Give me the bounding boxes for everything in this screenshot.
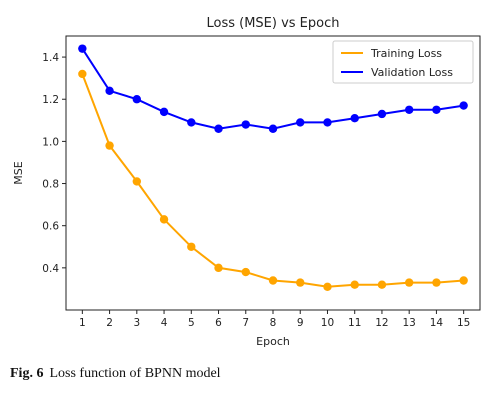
y-tick-label: 0.6: [42, 221, 59, 233]
legend-label-training-loss: Training Loss: [370, 47, 442, 60]
x-tick-label: 9: [297, 317, 304, 329]
x-tick-label: 4: [161, 317, 168, 329]
data-point-validation-loss: [296, 118, 305, 127]
data-point-training-loss: [323, 282, 332, 292]
data-point-training-loss: [268, 276, 278, 285]
data-point-validation-loss: [350, 114, 359, 123]
y-tick-label: 0.8: [42, 179, 59, 191]
data-point-training-loss: [159, 215, 169, 224]
data-point-validation-loss: [214, 124, 223, 133]
data-point-training-loss: [105, 141, 114, 150]
y-tick-label: 1.4: [42, 52, 59, 64]
loss-chart: Loss (MSE) vs Epoch 1 2 3 4 5 6 7 8 9 10 11 12 13 14 1…: [12, 16, 481, 348]
data-point-validation-loss: [241, 120, 250, 129]
y-tick-label: 1.2: [42, 94, 59, 106]
data-point-validation-loss: [187, 118, 196, 127]
y-tick-label: 0.4: [42, 263, 59, 275]
y-axis-label: MSE: [12, 161, 25, 184]
x-tick-label: 6: [215, 317, 222, 329]
x-tick-label: 8: [270, 317, 277, 329]
x-tick-label: 11: [348, 317, 361, 329]
data-point-validation-loss: [404, 105, 414, 114]
data-point-validation-loss: [268, 124, 278, 133]
figure-caption-text: Loss function of BPNN model: [49, 366, 221, 381]
data-point-training-loss: [350, 280, 359, 289]
data-point-validation-loss: [159, 107, 169, 117]
data-point-validation-loss: [432, 105, 441, 114]
x-tick-label: 5: [188, 317, 195, 329]
legend-label-validation-loss: Validation Loss: [371, 66, 453, 79]
x-tick-label: 7: [242, 317, 249, 329]
data-point-training-loss: [296, 278, 305, 287]
data-point-training-loss: [78, 69, 87, 79]
chart-title: Loss (MSE) vs Epoch: [206, 16, 339, 31]
data-point-validation-loss: [78, 44, 87, 53]
figure-number: Fig. 6: [10, 366, 44, 381]
data-point-training-loss: [432, 278, 441, 287]
x-tick-label: 1: [79, 317, 86, 329]
data-point-validation-loss: [459, 101, 468, 110]
figure-caption: Fig. 6 Loss function of BPNN model: [10, 366, 221, 382]
data-point-training-loss: [132, 177, 142, 186]
legend: Training Loss Validation Loss: [332, 40, 474, 84]
x-tick-label: 14: [430, 317, 444, 329]
series-layer: [78, 44, 468, 292]
data-point-training-loss: [459, 276, 468, 285]
data-point-training-loss: [377, 280, 387, 289]
x-axis-label: Epoch: [256, 335, 290, 348]
axes: 1 2 3 4 5 6 7 8 9 10 11 12 13 14 150.40.60.81.01.21.4: [42, 52, 470, 329]
legend-box: [332, 40, 474, 84]
x-tick-label: 2: [106, 317, 113, 329]
data-point-validation-loss: [377, 109, 387, 119]
x-tick-label: 12: [375, 317, 388, 329]
x-tick-label: 13: [402, 317, 415, 329]
y-tick-label: 1.0: [42, 136, 59, 148]
data-point-training-loss: [187, 242, 196, 251]
data-point-validation-loss: [323, 118, 332, 127]
data-point-validation-loss: [105, 86, 114, 96]
data-point-training-loss: [214, 263, 223, 273]
data-point-training-loss: [241, 267, 250, 277]
x-tick-label: 3: [133, 317, 140, 329]
x-tick-label: 10: [321, 317, 334, 329]
x-tick-label: 15: [457, 317, 470, 329]
data-point-validation-loss: [132, 95, 142, 104]
data-point-training-loss: [404, 278, 414, 287]
